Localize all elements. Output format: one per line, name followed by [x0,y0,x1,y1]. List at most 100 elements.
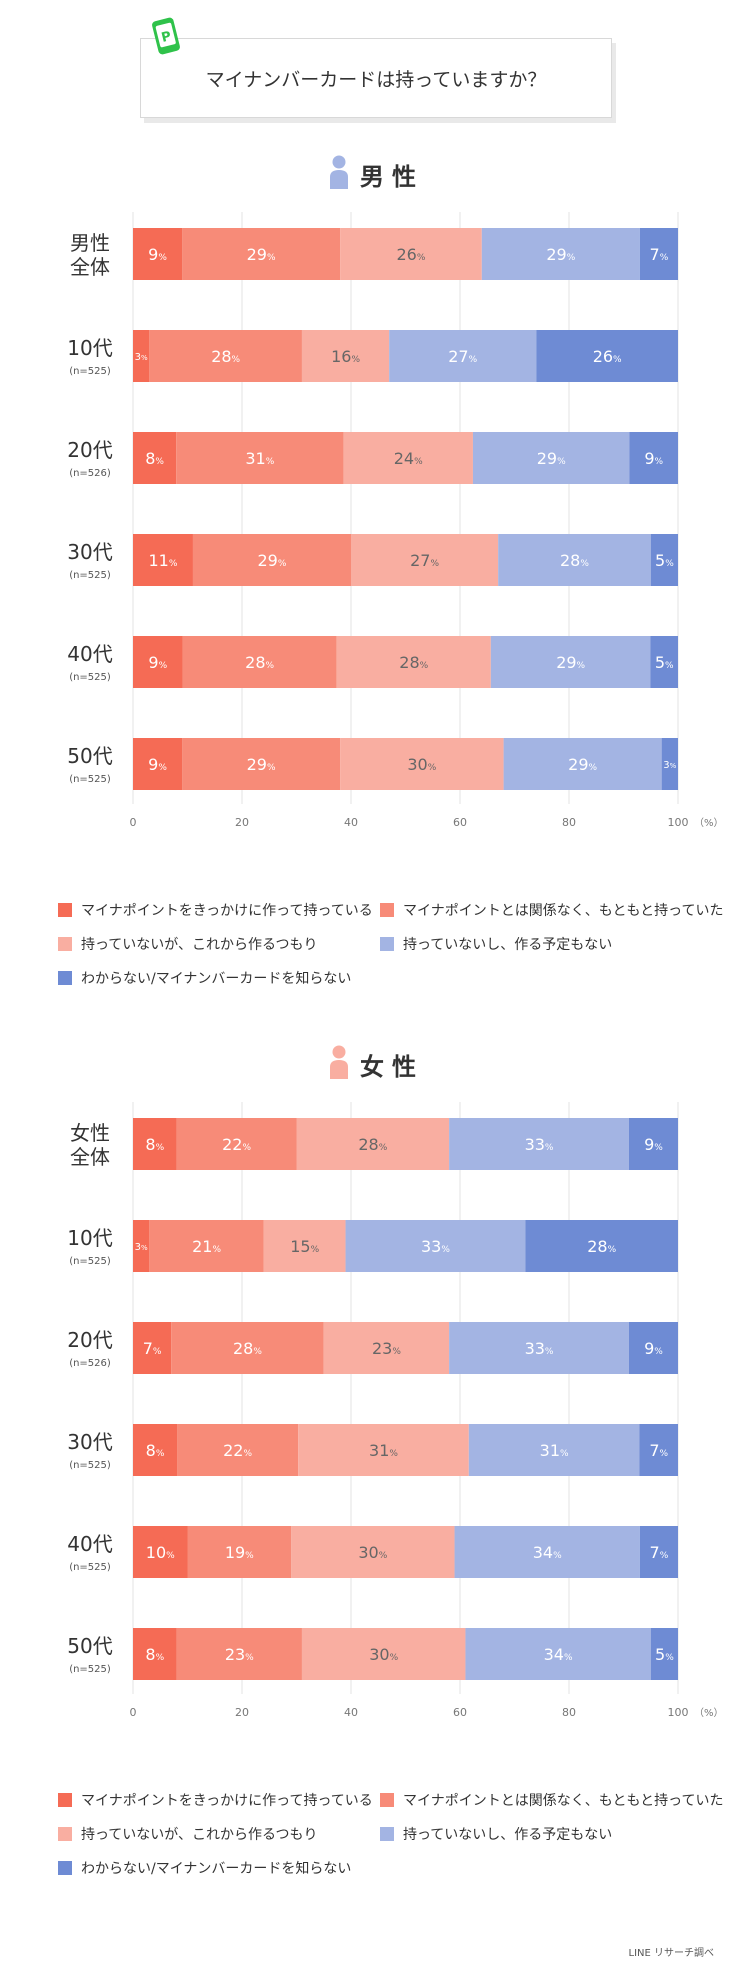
percent-sign: % [243,1449,252,1459]
x-tick-label: 60 [453,816,467,829]
x-tick-label: 20 [235,1706,249,1719]
bar-segment [650,1628,678,1680]
category-label: 全体 [70,1145,110,1169]
bar-segment [133,1526,188,1578]
category-label: 全体 [70,255,110,279]
percent-sign: % [441,1245,450,1255]
legend-swatch [380,1793,394,1807]
percent-sign: % [242,1143,251,1153]
bar-segment [490,636,651,688]
bar-segment [187,1526,292,1578]
x-tick-label: 60 [453,1706,467,1719]
percent-sign: % [553,1551,562,1561]
x-tick-label: 40 [344,1706,358,1719]
legend-item: 持っていないし、作る予定もない [380,1824,612,1844]
percent-sign: % [267,253,276,263]
percent-sign: % [580,559,589,569]
male-section: 男性 0 20 40 60 80 100 （%） 男性 全体 9% 29% 26% 29% 7% 10代 (n… [0,155,750,1015]
percent-sign: % [156,1653,165,1663]
section-title: 女性 [360,1053,424,1081]
legend-label: マイナポイントとは関係なく、もともと持っていた [403,903,724,919]
legend-label: マイナポイントとは関係なく、もともと持っていた [403,1793,724,1809]
percent-sign: % [545,1143,554,1153]
percent-sign: % [166,1551,175,1561]
section-title: 男性 [360,163,424,191]
sample-size-label: (n=525) [69,774,111,785]
category-label: 20代 [67,438,112,462]
bar-segment [340,738,504,790]
bar-segment [628,1322,678,1374]
bar-segment [343,432,473,484]
percent-sign: % [665,661,674,671]
percent-sign: % [379,1143,388,1153]
legend-item: わからない/マイナンバーカードを知らない [58,1858,351,1878]
percent-sign: % [655,457,664,467]
bar-segment [389,330,537,382]
sample-size-label: (n=525) [69,1664,111,1675]
bar-segment [472,432,630,484]
legend-swatch [380,903,394,917]
sample-size-label: (n=525) [69,570,111,581]
bar-segment [263,1220,346,1272]
bar-segment [481,228,640,280]
data-label: 3% [135,352,148,363]
percent-sign: % [253,1347,262,1357]
bar-segment [296,1118,450,1170]
x-tick-label: 20 [235,816,249,829]
bar-segment [149,330,302,382]
bar-segment [498,534,651,586]
percent-sign: % [567,253,576,263]
x-tick-label: 80 [562,1706,576,1719]
percent-sign: % [560,1449,569,1459]
percent-sign: % [266,661,275,671]
bar-segment [351,534,499,586]
page-title: マイナンバーカードは持っていますか？ [205,69,547,91]
source-note: LINE リサーチ調べ [628,1948,715,1959]
legend-swatch [58,903,72,917]
sample-size-label: (n=525) [69,1256,111,1267]
bar-segment [176,1628,302,1680]
category-label: 40代 [67,642,112,666]
percent-sign: % [156,1449,165,1459]
percent-sign: % [608,1245,617,1255]
legend-swatch [380,937,394,951]
bar-segment [639,228,678,280]
percent-sign: % [159,661,168,671]
category-label: 50代 [67,744,112,768]
percent-sign: % [311,1245,320,1255]
legend-label: わからない/マイナンバーカードを知らない [81,1861,352,1877]
percent-sign: % [266,457,275,467]
percent-sign: % [665,1653,674,1663]
percent-sign: % [417,253,426,263]
person-icon [330,155,348,189]
percent-sign: % [564,1653,573,1663]
legend-label: 持っていないが、これから作るつもり [81,937,318,953]
percent-sign: % [245,1551,254,1561]
category-label: 20代 [67,1328,112,1352]
bar-segment [650,534,678,586]
percent-sign: % [232,355,241,365]
percent-sign: % [670,762,677,770]
svg-text:P: P [160,29,173,46]
bar-segment [340,228,482,280]
legend-item: マイナポイントとは関係なく、もともと持っていた [380,900,723,920]
sample-size-label: (n=525) [69,1562,111,1573]
bar-segment [465,1628,651,1680]
percent-sign: % [155,457,164,467]
x-tick-label: 100 [668,816,689,829]
percent-sign: % [389,1449,398,1459]
x-unit-label: （%） [694,1707,724,1719]
legend-item: わからない/マイナンバーカードを知らない [58,968,351,988]
bar-segment [176,1118,297,1170]
percent-sign: % [665,559,674,569]
legend-label: わからない/マイナンバーカードを知らない [81,971,352,987]
data-label: 3% [135,1242,148,1253]
percent-sign: % [654,1347,663,1357]
percent-sign: % [351,355,360,365]
x-unit-label: （%） [694,817,724,829]
percent-sign: % [660,253,669,263]
x-tick-label: 80 [562,816,576,829]
legend-item: 持っていないし、作る予定もない [380,934,612,954]
percent-sign: % [414,457,423,467]
percent-sign: % [158,763,167,773]
